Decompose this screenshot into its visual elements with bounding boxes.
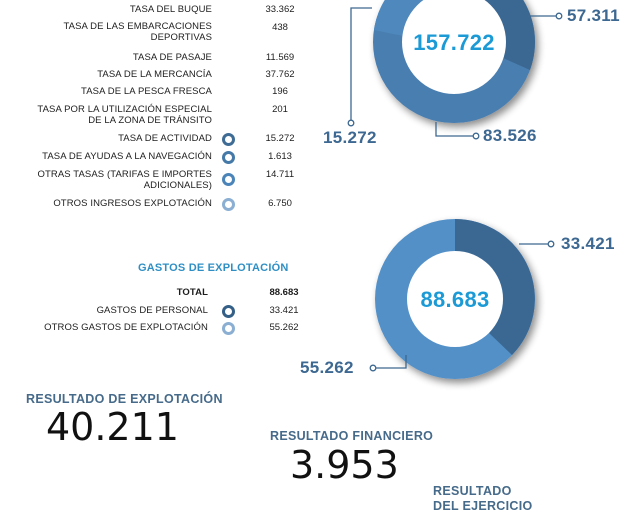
- row-value: 201: [272, 104, 288, 115]
- row-label: OTROS GASTOS DE EXPLOTACIÓN: [44, 322, 208, 333]
- row-label: TASA POR LA UTILIZACIÓN ESPECIAL: [37, 104, 212, 115]
- ingresos-total: 157.722: [413, 30, 495, 55]
- row-label: TASA DE LA MERCANCÍA: [97, 69, 212, 80]
- gastos-connectors: [369, 240, 555, 372]
- legend-dot-icon: [222, 173, 235, 186]
- row-value: 14.711: [265, 169, 295, 180]
- legend-dot-icon: [222, 133, 235, 146]
- row-label: DEPORTIVAS: [150, 32, 212, 43]
- row-value: 15.272: [265, 133, 295, 144]
- row-label: OTRAS TASAS (TARIFAS E IMPORTES: [37, 169, 212, 180]
- resultado-financiero-title: RESULTADO FINANCIERO: [270, 429, 434, 443]
- legend-dot-icon: [222, 305, 235, 318]
- row-value: 55.262: [269, 322, 299, 333]
- row-label: TASA DE ACTIVIDAD: [118, 133, 212, 144]
- gastos-total-center: 88.683: [420, 287, 490, 312]
- row-value: 33.421: [269, 305, 299, 316]
- gastos-donut: [375, 219, 535, 379]
- resultado-explotacion-title: RESULTADO DE EXPLOTACIÓN: [26, 392, 223, 406]
- row-label: TASA DE LAS EMBARCACIONES: [63, 21, 212, 32]
- callout-bottom: 83.526: [483, 126, 537, 145]
- callout-right: 33.421: [561, 234, 615, 253]
- row-label: GASTOS DE PERSONAL: [96, 305, 208, 316]
- row-value: 196: [272, 86, 288, 97]
- gastos-total-value: 88.683: [269, 287, 299, 298]
- callout-top-right: 57.311: [567, 6, 620, 25]
- callout-left: 15.272: [323, 128, 377, 147]
- legend-dot-icon: [222, 198, 235, 211]
- resultado-financiero-value: 3.953: [290, 443, 399, 487]
- row-value: 438: [272, 22, 288, 33]
- resultado-ejercicio-subtitle: DEL EJERCICIO: [433, 499, 533, 513]
- row-value: 1.613: [268, 151, 292, 162]
- ingresos-donut: [373, 0, 535, 123]
- ingresos-connectors: [347, 7, 563, 140]
- row-label: TASA DE AYUDAS A LA NAVEGACIÓN: [42, 151, 212, 162]
- legend-dot-icon: [222, 151, 235, 164]
- resultado-ejercicio-title: RESULTADO: [433, 484, 512, 498]
- resultado-explotacion-value: 40.211: [46, 405, 179, 449]
- row-label: DE LA ZONA DE TRÁNSITO: [88, 115, 212, 126]
- row-value: 37.762: [265, 69, 295, 80]
- row-value: 11.569: [265, 52, 295, 63]
- callout-left: 55.262: [300, 358, 354, 377]
- gastos-title: GASTOS DE EXPLOTACIÓN: [138, 262, 289, 274]
- row-value: 33.362: [265, 4, 295, 15]
- row-label: ADICIONALES): [143, 180, 212, 191]
- gastos-total-label: TOTAL: [176, 287, 208, 298]
- row-label: TASA DE PASAJE: [132, 52, 212, 63]
- row-label: TASA DE LA PESCA FRESCA: [81, 86, 212, 97]
- donut-charts: [347, 0, 563, 379]
- row-label: TASA DEL BUQUE: [129, 4, 212, 15]
- row-value: 6.750: [268, 198, 292, 209]
- legend-dot-icon: [222, 322, 235, 335]
- row-label: OTROS INGRESOS EXPLOTACIÓN: [53, 198, 212, 209]
